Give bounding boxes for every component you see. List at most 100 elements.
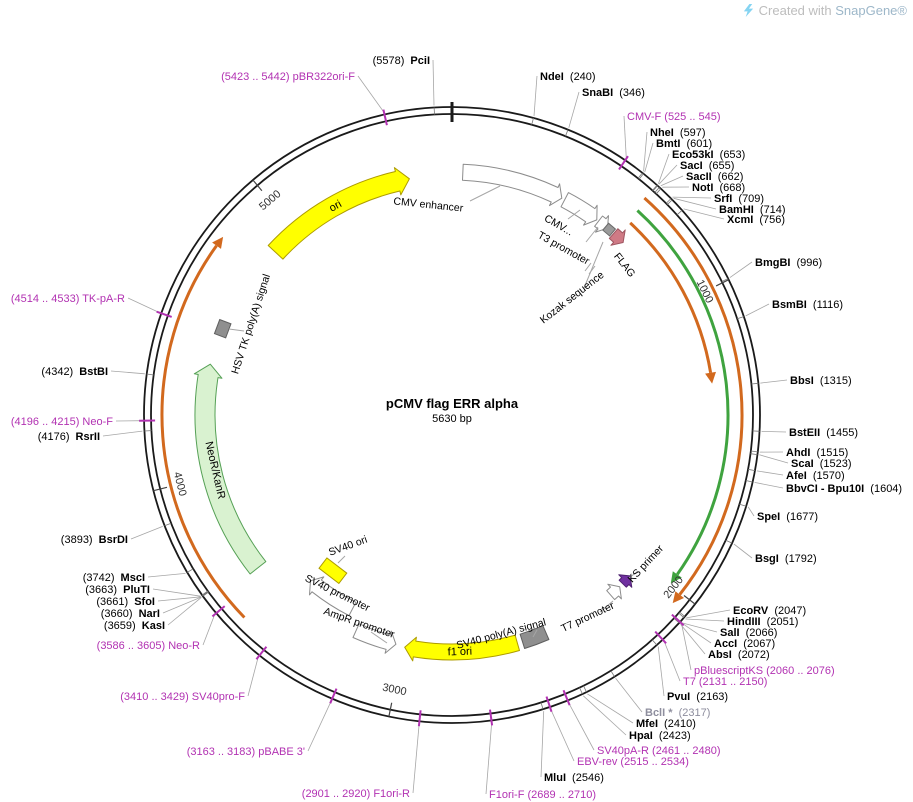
site-nhei[interactable]: NheI (597) [637,127,706,179]
site-f1ori-r[interactable]: (2901 .. 2920) F1ori-R [302,710,422,800]
feature-sv40-polya[interactable] [519,625,550,649]
feature-t7-promoter[interactable] [606,583,622,601]
feature-cmv-enhancer[interactable] [462,163,563,207]
feature-label-flag[interactable]: FLAG [611,251,637,280]
site-hpai[interactable]: HpaI (2423) [579,687,691,742]
site-xcmi[interactable]: XcmI (756) [676,208,785,226]
site-bsteii[interactable]: BstEII (1455) [752,427,858,439]
site-sacii[interactable]: SacII (662) [654,171,744,193]
site-ndei[interactable]: NdeI (240) [531,71,596,125]
feature-orf-frame-1[interactable] [643,196,744,604]
site-label: BclI * (2317) [645,707,710,719]
site-neo-r[interactable]: (3586 .. 3605) Neo-R [97,605,226,652]
site-bmgbi[interactable]: BmgBI (996) [721,257,822,282]
site-absi[interactable]: AbsI (2072) [673,618,770,661]
site-label: PvuI (2163) [667,691,728,703]
site-msci[interactable]: (3742) MscI [83,568,194,584]
enzyme-site-tick [652,185,658,192]
plasmid-ring [143,102,761,724]
feature-ks-primer-arrow[interactable] [618,574,633,588]
site-bbvci-bpu10i[interactable]: BbvCI - Bpu10I (1604) [745,480,902,496]
feature-cmv-promoter[interactable] [560,192,598,226]
site-saci[interactable]: SacI (655) [652,160,734,192]
feature-orf-frame-3[interactable] [160,236,246,619]
feature-sv40-ori[interactable] [318,557,348,585]
site-bsgi[interactable]: BsgI (1792) [725,539,817,565]
feature-flag-tag[interactable] [608,228,626,246]
feature-label-f1-ori[interactable]: f1 ori [447,646,472,659]
site-sali[interactable]: SalI (2066) [675,616,777,639]
feature-label-t7-promoter[interactable]: T7 promoter [559,600,616,635]
site-bamhi[interactable]: BamHI (714) [667,197,786,216]
feature-orf-frame-2[interactable] [629,221,716,384]
site-bstbi[interactable]: (4342) BstBI [41,366,154,378]
site-sv40pro-f[interactable]: (3410 .. 3429) SV40pro-F [120,646,268,703]
site-pbabe-3[interactable]: (3163 .. 3183) pBABE 3' [187,688,338,758]
site-pcii[interactable]: (5578) PciI [373,55,435,115]
site-sv40pa-r[interactable]: SV40pA-R (2461 .. 2480) [562,689,721,757]
site-label: (3663) PluTI [85,584,150,596]
feature-f1-ori[interactable] [404,634,520,662]
site-mfei[interactable]: MfeI (2410) [583,685,696,730]
enzyme-site-tick [583,685,587,693]
feature-err-alpha-cds[interactable] [636,209,730,584]
feature-label-cmv-enhancer[interactable]: CMV enhancer [393,195,464,214]
site-kasi[interactable]: (3659) KasI [104,591,209,632]
site-srfi[interactable]: SrfI (709) [665,193,764,205]
site-rsrii[interactable]: (4176) RsrII [38,430,152,443]
site-tk-pa-r[interactable]: (4514 .. 4533) TK-pA-R [11,293,173,318]
scale-label-1000: 1000 [694,278,716,305]
site-spei[interactable]: SpeI (1677) [739,503,819,523]
site-pluti[interactable]: (3663) PluTI [85,584,209,597]
feature-label-ori[interactable]: ori [327,198,344,214]
feature-label-kozak-sequence[interactable]: Kozak sequence [538,269,607,326]
site-nari[interactable]: (3660) NarI [101,591,209,620]
site-mlui[interactable]: MluI (2546) [540,702,604,785]
site-label: BsgI (1792) [755,553,817,565]
site-neo-f[interactable]: (4196 .. 4215) Neo-F [11,416,156,428]
feature-label-sv40-ori[interactable]: SV40 ori [327,534,369,559]
site-ecorv[interactable]: EcoRV (2047) [679,605,807,619]
feature-label-ks-primer[interactable]: KS primer [625,542,666,585]
site-cmv-f[interactable]: CMV-F (525 .. 545) [618,111,721,170]
enzyme-site-tick [673,618,680,624]
site-label: AccI (2067) [714,638,775,650]
feature-hsv-tk-polya[interactable] [213,318,232,339]
feature-kozak[interactable] [602,222,617,237]
site-scai[interactable]: ScaI (1523) [750,453,852,470]
feature-neor-kanr[interactable] [193,363,267,575]
site-sfoi[interactable]: (3661) SfoI [96,591,209,609]
primer-tick [671,613,685,627]
site-bsmbi[interactable]: BsmBI (1116) [737,299,843,320]
site-bsrdi[interactable]: (3893) BsrDI [61,522,172,546]
site-pvui[interactable]: PvuI (2163) [651,639,728,703]
site-eco53ki[interactable]: Eco53kI (653) [652,149,745,191]
site-label: HindIII (2051) [727,616,798,628]
site-hindiii[interactable]: HindIII (2051) [678,612,799,628]
site-snabi[interactable]: SnaBI (346) [565,87,645,137]
feature-label-hsv-tk-poly-a-signal[interactable]: HSV TK poly(A) signal [229,273,273,376]
enzyme-site-tick [667,199,673,205]
site-pbr322ori-f[interactable]: (5423 .. 5442) pBR322ori-F [221,71,388,126]
site-bcli[interactable]: BclI * (2317) [610,670,711,719]
site-bmti[interactable]: BmtI (601) [638,138,712,180]
site-afei[interactable]: AfeI (1570) [748,468,845,482]
site-f1ori-f[interactable]: F1ori-F (2689 .. 2710) [485,709,596,801]
site-ahdi[interactable]: AhdI (1515) [750,447,849,459]
feature-ampr-promoter[interactable] [352,623,397,654]
site-pbluescriptks[interactable]: pBluescriptKS (2060 .. 2076) [671,613,835,677]
site-label: (3742) MscI [83,572,145,584]
feature-sv40-promoter[interactable] [309,576,357,617]
site-label: CMV-F (525 .. 545) [627,111,721,123]
enzyme-site-tick [745,480,753,483]
site-label: SacII (662) [686,171,743,183]
site-label: BbsI (1315) [790,375,852,387]
site-noti[interactable]: NotI (668) [655,182,745,195]
feature-ori[interactable] [267,167,410,260]
site-t7[interactable]: T7 (2131 .. 2150) [654,630,767,688]
site-bbsi[interactable]: BbsI (1315) [751,375,852,387]
enzyme-site-tick [739,503,747,507]
site-ebv-rev[interactable]: EBV-rev (2515 .. 2534) [545,696,689,768]
site-label: (2901 .. 2920) F1ori-R [302,788,410,800]
